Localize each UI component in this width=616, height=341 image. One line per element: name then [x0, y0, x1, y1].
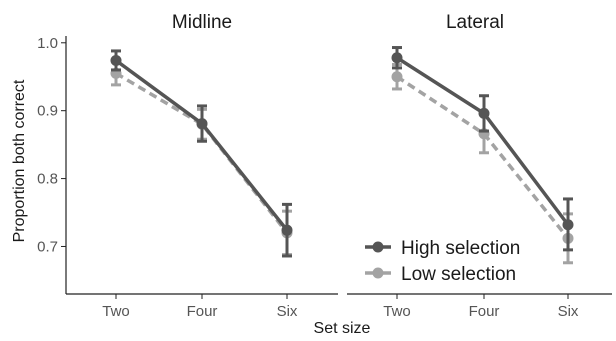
data-point-high [111, 55, 122, 66]
series-line-low [116, 73, 287, 233]
x-tick-label: Four [187, 303, 218, 320]
plot-area: Two Four Six Two Four Six 0.7 0.8 0.9 1.0 [37, 35, 612, 320]
data-point-low [392, 71, 403, 82]
data-point-high [479, 108, 490, 119]
legend-label-low: Low selection [401, 264, 516, 285]
x-tick-label: Four [469, 303, 500, 320]
x-tick-label: Two [383, 303, 411, 320]
x-tick-label: Six [277, 303, 298, 320]
x-tick-label: Two [102, 303, 130, 320]
legend-swatch-marker-high [373, 242, 384, 253]
data-point-high [563, 219, 574, 230]
x-tick-label: Six [558, 303, 579, 320]
data-point-high [197, 118, 208, 129]
y-tick-label: 0.8 [37, 171, 58, 188]
panel-title-midline: Midline [172, 12, 232, 33]
x-axis-label: Set size [314, 320, 371, 337]
data-point-high [392, 52, 403, 63]
y-axis-label: Proportion both correct [11, 79, 28, 242]
legend-swatch-marker-low [373, 268, 384, 279]
panel-title-lateral: Lateral [446, 12, 504, 33]
y-tick-label: 0.7 [37, 238, 58, 255]
data-point-high [282, 225, 293, 236]
y-tick-label: 1.0 [37, 35, 58, 52]
y-tick-label: 0.9 [37, 103, 58, 120]
legend: High selection Low selection [365, 238, 520, 285]
legend-label-high: High selection [401, 238, 520, 259]
series-line-high [116, 60, 287, 230]
